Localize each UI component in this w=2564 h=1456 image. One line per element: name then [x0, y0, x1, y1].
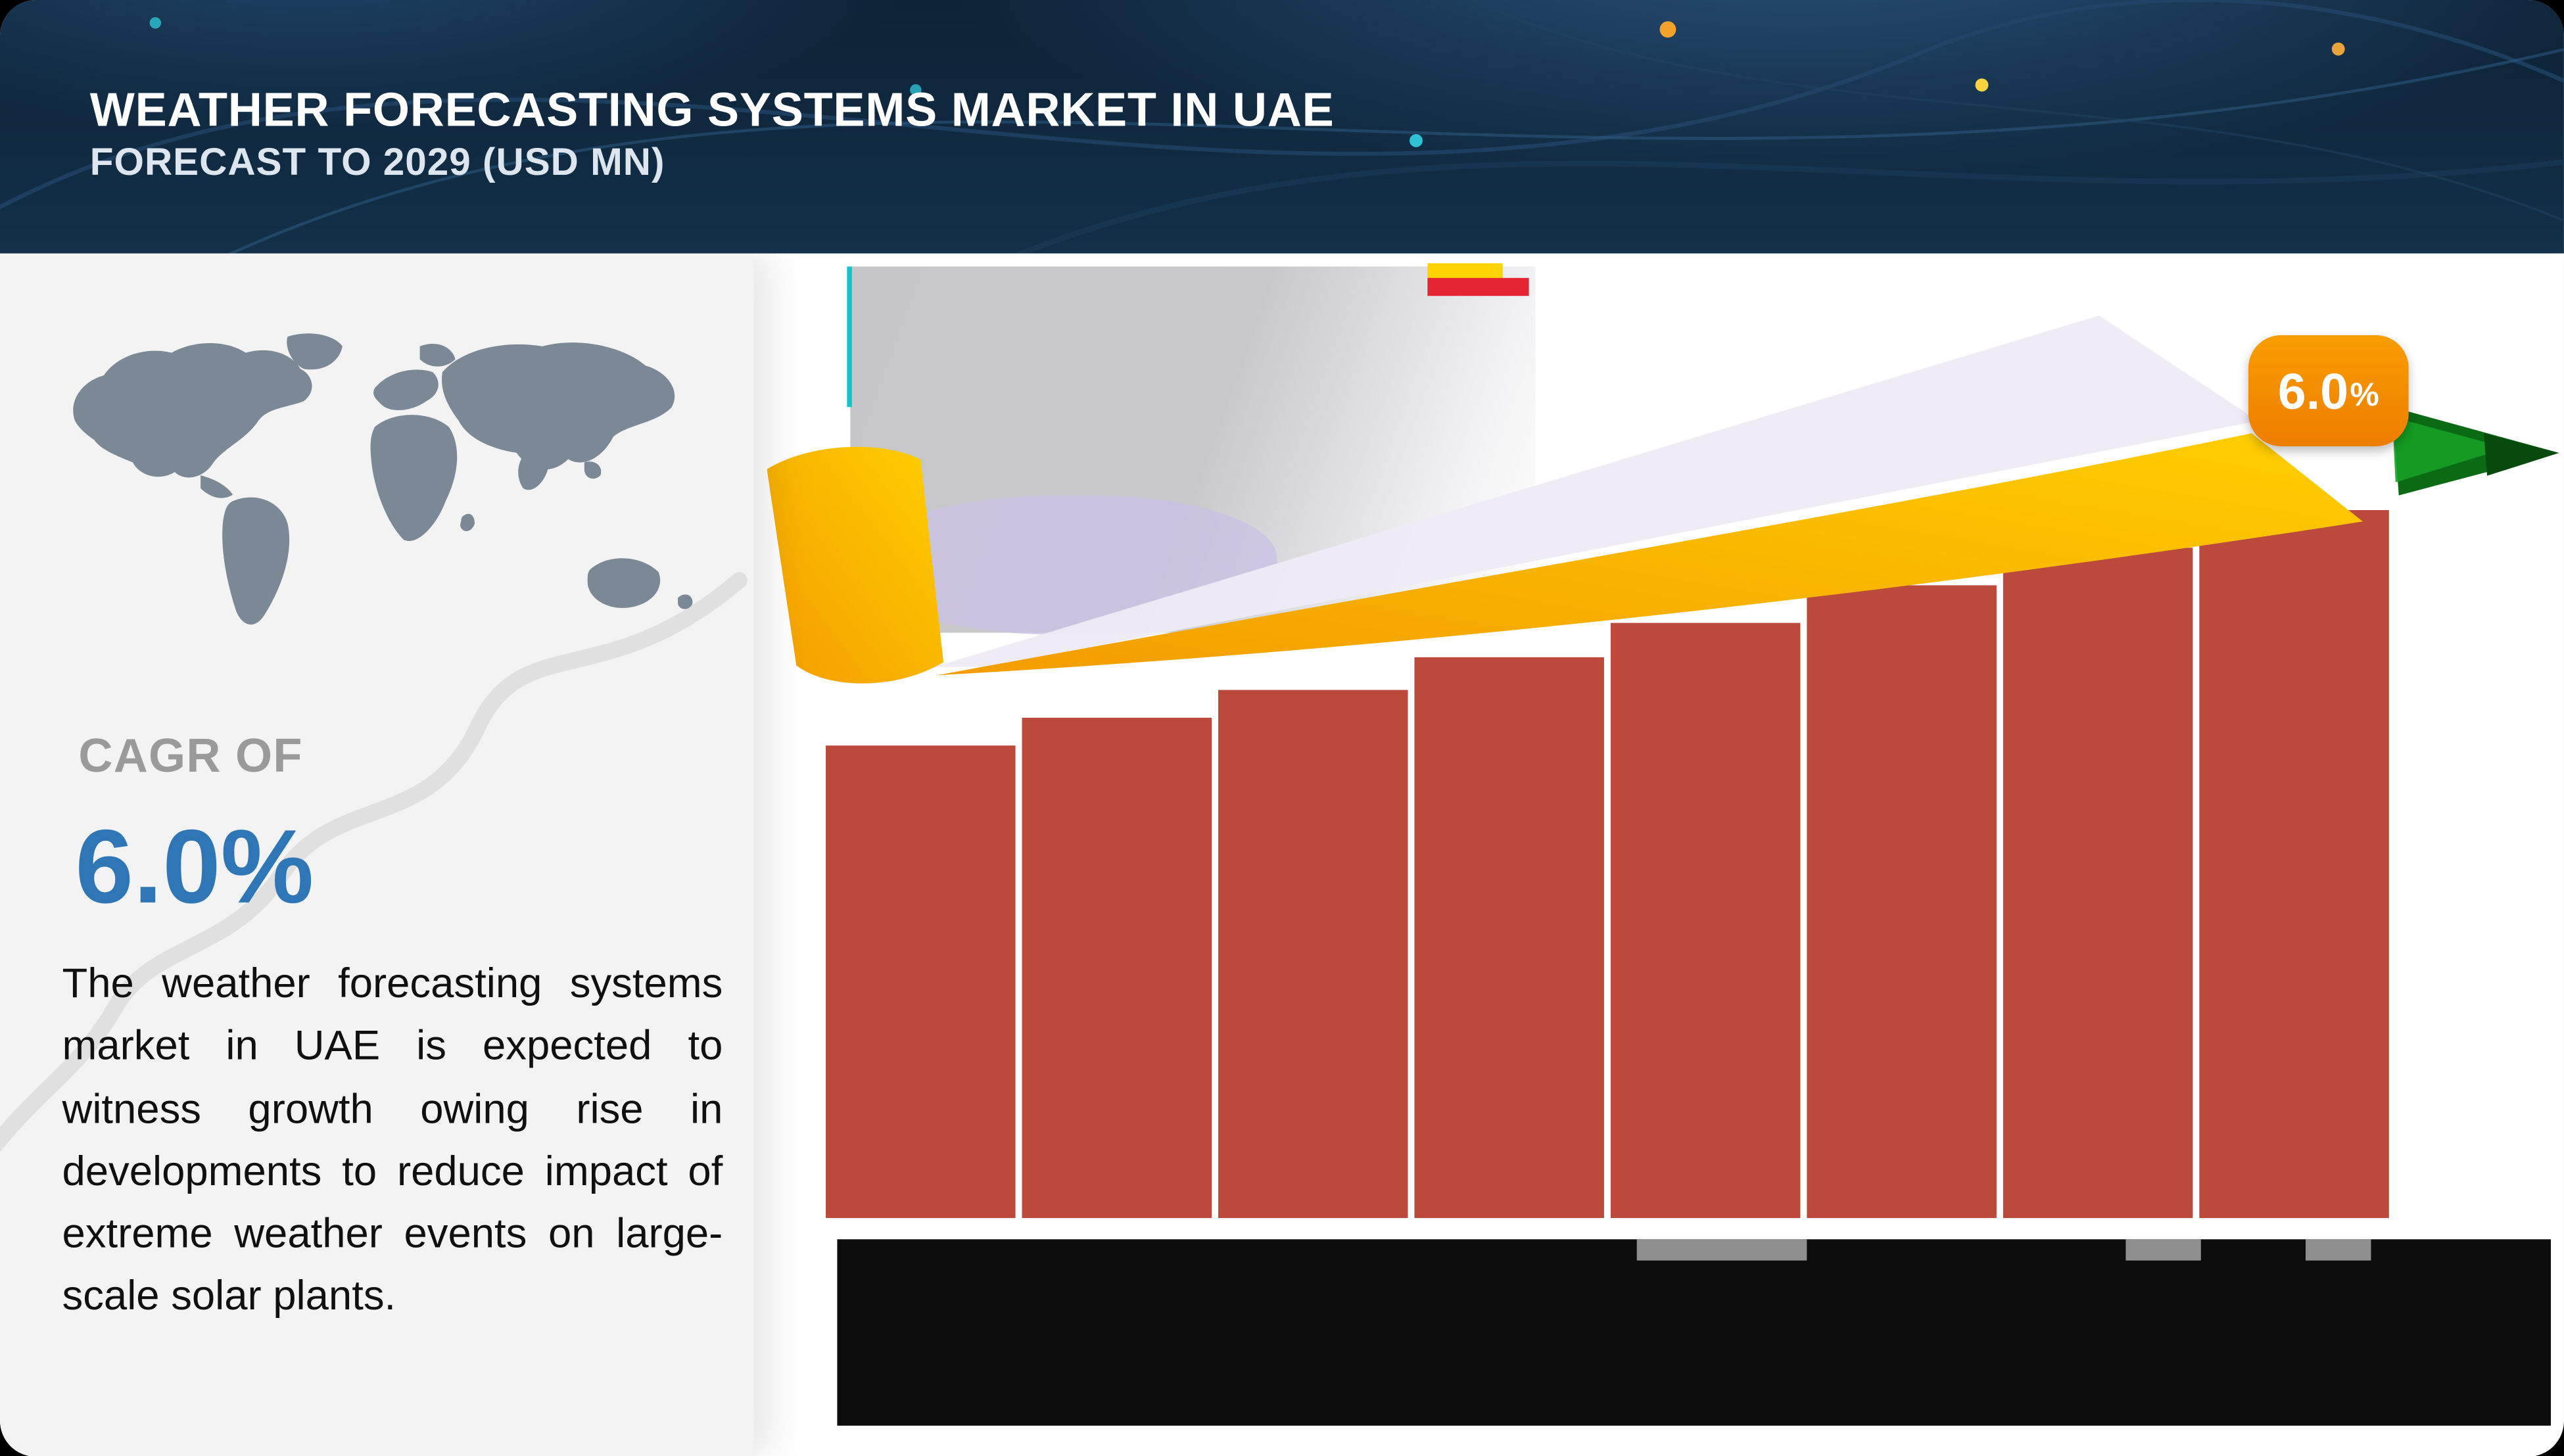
axis-band-mark — [2305, 1239, 2371, 1261]
bar — [1414, 656, 1604, 1218]
world-map — [73, 333, 693, 625]
bar — [2199, 510, 2389, 1218]
cagr-badge-value: 6.0 — [2277, 362, 2349, 419]
page-title: WEATHER FORECASTING SYSTEMS MARKET IN UA… — [89, 85, 1335, 137]
growth-arrow-green-tip — [2484, 433, 2559, 476]
bar — [1807, 585, 1997, 1218]
decorative-red-strip — [1427, 277, 1529, 296]
page-subtitle: FORECAST TO 2029 (USD MN) — [89, 141, 665, 184]
cagr-badge: 6.0 % — [2248, 335, 2409, 447]
axis-band-mark — [1636, 1239, 1807, 1261]
cagr-badge-unit: % — [2350, 377, 2379, 414]
bars — [826, 510, 2389, 1218]
header-text: WEATHER FORECASTING SYSTEMS MARKET IN UA… — [89, 85, 1335, 184]
decorative-yellow-strip — [1427, 263, 1503, 280]
bar — [1022, 717, 1212, 1218]
header-network-decoration — [0, 0, 2564, 254]
axis-band-mark — [2125, 1239, 2201, 1261]
summary-panel: CAGR OF 6.0% The weather forecasting sys… — [0, 253, 754, 1456]
chart-area: 6.0 % — [753, 253, 2564, 1456]
bar — [1218, 689, 1408, 1218]
market-description: The weather forecasting systems market i… — [62, 961, 723, 1320]
header: WEATHER FORECASTING SYSTEMS MARKET IN UA… — [0, 0, 2564, 254]
bar — [1610, 623, 1801, 1218]
decorative-curve-line — [0, 572, 748, 1153]
decorative-teal-line — [847, 266, 852, 408]
growth-arrow-green — [2392, 407, 2559, 496]
cagr-value: 6.0% — [75, 807, 314, 926]
growth-arrow-green-highlight — [2392, 417, 2507, 482]
bar — [2003, 548, 2193, 1218]
cagr-label: CAGR OF — [78, 730, 303, 784]
x-axis-band — [837, 1239, 2552, 1426]
bar — [826, 745, 1016, 1218]
